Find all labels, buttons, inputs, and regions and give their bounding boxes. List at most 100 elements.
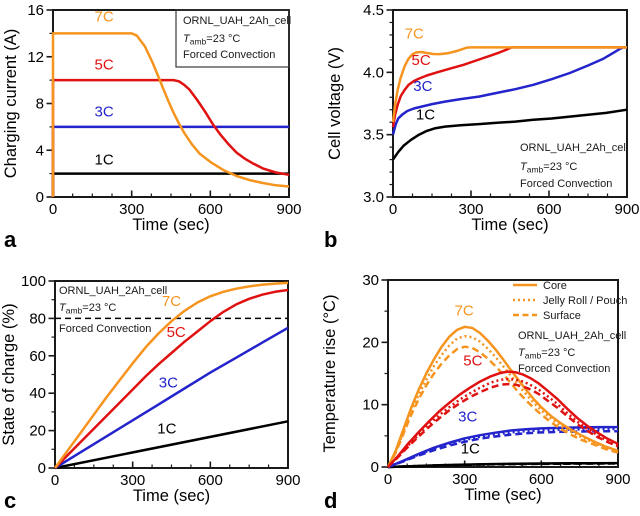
curve-label-7c: 7C [455, 303, 474, 320]
panel-d-temperature-rise: 0 300 600 900 0 10 20 30 7C 5C 3C 1C ORNL_UAH_2Ah_ce… [320, 258, 640, 516]
y-tick-label: 30 [362, 272, 379, 289]
x-tick-label: 900 [275, 472, 300, 489]
x-axis-label: Time (sec) [133, 487, 210, 505]
annotation-line-2: Forced Convection [59, 323, 151, 335]
y-tick-label: 16 [27, 2, 44, 19]
x-axis-label: Time (sec) [464, 486, 541, 504]
curve-d-5c-core [387, 370, 619, 468]
curve-d-1c-core [387, 461, 619, 469]
annotation-line-2: Forced Convection [520, 178, 612, 190]
curve-label-5c: 5C [167, 324, 186, 341]
x-axis-label: Time (sec) [132, 216, 209, 234]
curve-c-1c [54, 420, 289, 470]
y-tick-label: 3.0 [363, 189, 384, 206]
annotation-line-0: ORNL_UAH_2Ah_cell [59, 285, 167, 297]
y-axis-label: Cell voltage (V) [326, 47, 344, 160]
x-tick-label: 0 [389, 201, 397, 218]
y-tick-label: 0 [371, 459, 379, 476]
curve-d-5c-jelly-roll-pouch [387, 377, 619, 468]
curve-a-5c [51, 78, 290, 197]
annotation-line-2: Forced Convection [183, 49, 275, 61]
x-axis-label: Time (sec) [471, 216, 548, 234]
y-tick-label: 20 [362, 334, 379, 351]
plot-frame [392, 9, 628, 198]
x-tick-label: 600 [198, 201, 223, 218]
chart-state-of-charge: 0 300 600 900 0 20 40 60 80 100 7C 5C 3C 1C ORNL_UAH_2… [0, 273, 301, 513]
curve-a-1c [51, 172, 289, 197]
chart-temperature-rise: 0 300 600 900 0 10 20 30 7C 5C 3C 1C ORNL_UAH_2Ah_ce… [321, 272, 631, 513]
curve-label-5c: 5C [95, 57, 114, 74]
curve-c-7c [53, 281, 289, 469]
curve-label-3c: 3C [458, 408, 477, 425]
chart-cell-voltage: 0 300 600 900 3.0 3.5 4.0 4.5 7C 5C 3C 1C ORNL_UAH_2… [324, 2, 640, 252]
curve-label-3c: 3C [413, 78, 432, 95]
y-tick-label: 8 [36, 96, 44, 113]
annotation-box [175, 9, 290, 68]
legend-label-surface: Surface [543, 310, 581, 322]
y-tick-label: 3.5 [363, 127, 384, 144]
y-tick-label: 4.5 [363, 2, 384, 19]
curve-label-1c: 1C [157, 420, 176, 437]
plot-frame [387, 279, 619, 468]
panel-letter-d: d [324, 488, 337, 513]
x-tick-label: 600 [536, 201, 561, 218]
curve-label-5c: 5C [463, 352, 482, 369]
curve-label-5c: 5C [411, 52, 430, 69]
curve-b-3c [391, 46, 627, 136]
curve-a-3c [51, 125, 289, 197]
chart-charging-current: 0 300 600 900 0 4 8 12 16 7C 5C 3C 1C ORNL_UAH_2Ah_ce… [2, 2, 302, 252]
curve-d-3c-jelly-roll-pouch [387, 427, 618, 469]
panel-letter-a: a [4, 227, 17, 252]
x-tick-label: 300 [120, 472, 145, 489]
panel-letter-c: c [4, 488, 16, 513]
curve-c-5c [54, 288, 289, 469]
annotation-line-0: ORNL_UAH_2Ah_cell [518, 330, 626, 342]
annotation-line-1: Tamb=23 °C [59, 302, 116, 316]
curve-d-7c-jelly-roll-pouch [386, 334, 619, 468]
y-tick-label: 60 [29, 348, 46, 365]
curve-b-1c [391, 108, 628, 161]
panel-b-cell-voltage: 0 300 600 900 3.0 3.5 4.0 4.5 7C 5C 3C 1C ORNL_UAH_2… [320, 0, 640, 258]
panel-c-state-of-charge: 0 300 600 900 0 20 40 60 80 100 7C 5C 3C 1C ORNL_UAH_2… [0, 258, 320, 516]
annotation-line-0: ORNL_UAH_2Ah_cell [183, 15, 291, 27]
legend-label-core: Core [543, 280, 567, 292]
x-tick-label: 600 [198, 472, 223, 489]
curve-label-7c: 7C [95, 9, 114, 26]
plot-frame [54, 280, 289, 469]
annotation-line-0: ORNL_UAH_2Ah_cell [520, 142, 628, 154]
y-tick-label: 4.0 [363, 64, 384, 81]
plot-frame [52, 9, 290, 198]
y-tick-label: 4 [36, 142, 44, 159]
y-tick-label: 100 [21, 273, 46, 290]
y-axis-label: Temperature rise (°C) [321, 295, 339, 453]
curve-c-3c [54, 326, 289, 470]
curve-label-3c: 3C [159, 375, 178, 392]
curve-label-3c: 3C [95, 103, 114, 120]
curve-label-1c: 1C [95, 151, 114, 168]
x-tick-label: 900 [605, 471, 630, 488]
y-tick-label: 40 [29, 385, 46, 402]
curve-d-7c-core [386, 325, 619, 468]
x-tick-label: 300 [119, 201, 144, 218]
curve-d-5c-surface [387, 382, 619, 468]
curve-d-7c-surface [386, 345, 619, 468]
x-tick-label: 0 [49, 201, 57, 218]
y-tick-label: 0 [36, 189, 44, 206]
curve-b-5c [391, 46, 627, 128]
curve-label-7c: 7C [405, 26, 424, 43]
x-tick-label: 300 [452, 471, 477, 488]
y-tick-label: 20 [29, 423, 46, 440]
y-axis-label: Charging current (A) [2, 29, 20, 178]
x-tick-label: 600 [529, 471, 554, 488]
panel-letter-b: b [324, 227, 337, 252]
panel-a-charging-current: 0 300 600 900 0 4 8 12 16 7C 5C 3C 1C ORNL_UAH_2Ah_ce… [0, 0, 320, 258]
annotation-line-1: Tamb=23 °C [183, 33, 240, 47]
curve-label-7c: 7C [162, 293, 181, 310]
curve-label-1c: 1C [461, 440, 480, 457]
x-tick-label: 900 [614, 201, 639, 218]
curve-label-1c: 1C [416, 107, 435, 124]
curve-d-3c-core [387, 425, 618, 469]
curve-b-7c [391, 46, 627, 123]
annotation-line-2: Forced Convection [518, 363, 610, 375]
